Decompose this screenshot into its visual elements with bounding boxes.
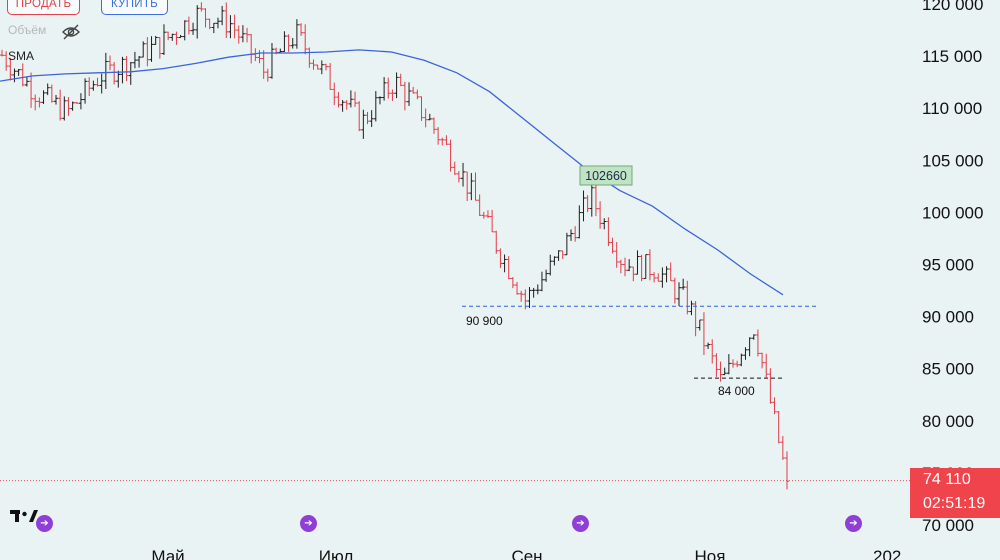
y-tick-label: 105 000 <box>922 151 983 170</box>
y-tick-label: 115 000 <box>922 47 982 66</box>
x-tick-label: 202 <box>873 547 901 560</box>
tradingview-logo-icon[interactable] <box>10 508 40 529</box>
y-tick-label: 90 000 <box>922 308 974 327</box>
last-price-value: 74 110 <box>923 471 971 488</box>
buy-button[interactable]: КУПИТЬ <box>101 0 168 15</box>
volume-legend-label[interactable]: Объём <box>8 23 47 37</box>
arrow-circle-icon[interactable]: ➔ <box>300 515 317 532</box>
x-tick-label: Май <box>151 547 184 560</box>
y-tick-label: 70 000 <box>922 516 974 535</box>
y-tick-label: 100 000 <box>922 203 983 222</box>
eye-slash-icon[interactable] <box>61 24 81 45</box>
arrow-circle-icon[interactable]: ➔ <box>36 515 53 532</box>
y-tick-label: 120 000 <box>922 0 983 14</box>
y-tick-label: 80 000 <box>922 412 974 431</box>
x-tick-label: Сен <box>511 547 542 560</box>
arrow-circle-icon[interactable]: ➔ <box>572 515 589 532</box>
sell-button[interactable]: ПРОДАТЬ <box>7 0 80 15</box>
last-price-tag: 74 110 02:51:19 <box>910 468 1000 518</box>
spread-value: 0 <box>88 0 94 3</box>
x-tick-label: Ноя <box>695 547 726 560</box>
bar-countdown: 02:51:19 <box>923 495 986 512</box>
arrow-circle-icon[interactable]: ➔ <box>845 515 862 532</box>
y-tick-label: 110 000 <box>922 99 982 118</box>
sma-line <box>0 49 784 296</box>
x-tick-label: Июл <box>319 547 354 560</box>
level-label-90900: 90 900 <box>466 314 503 328</box>
y-tick-label: 85 000 <box>922 360 974 379</box>
level-label-84000: 84 000 <box>718 384 755 398</box>
annotation-box[interactable] <box>579 165 633 186</box>
y-tick-label: 95 000 <box>922 256 974 275</box>
annotation-text: 102660 <box>585 169 627 183</box>
sma-legend-label[interactable]: SMA <box>8 49 35 63</box>
